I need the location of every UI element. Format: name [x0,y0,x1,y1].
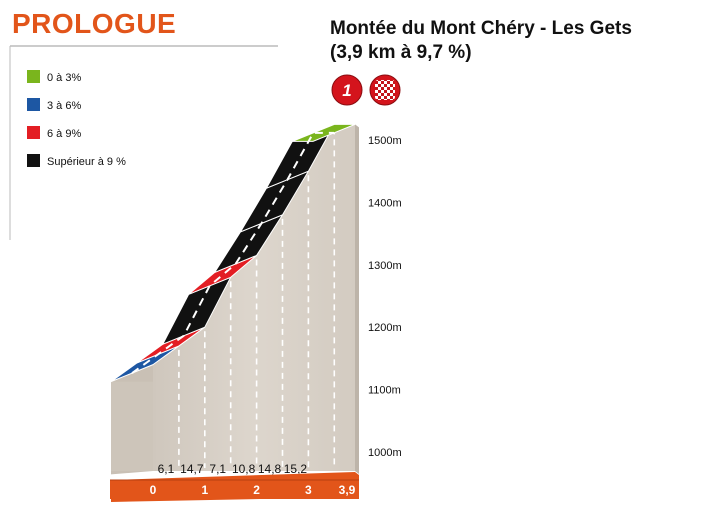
grade-label: 7,1 [209,462,226,476]
grade-label: 6,1 [158,462,175,476]
terrain-side [355,124,359,475]
legend-swatch [27,70,40,83]
legend-label: 3 à 6% [47,100,81,112]
legend-item: 6 à 9% [27,126,81,140]
y-tick-label: 1300m [368,260,402,272]
legend-label: 0 à 3% [47,72,81,84]
legend-item: Supérieur à 9 % [27,154,126,168]
legend-swatch [27,126,40,139]
y-tick-label: 1500m [368,135,402,147]
category-badge: 1 [331,74,363,106]
y-tick-label: 1100m [368,385,401,397]
legend-label: Supérieur à 9 % [47,156,126,168]
road-centerline [131,131,334,374]
climb-subtitle: (3,9 km à 9,7 %) [330,42,472,63]
legend-swatch [27,98,40,111]
stage-label: PROLOGUE [12,8,176,39]
grade-label: 10,8 [232,462,256,476]
grade-label: 15,2 [284,462,308,476]
km-tick-label: 3,9 [339,483,356,497]
legend: 0 à 3% 3 à 6% 6 à 9% Supérieur à 9 % [27,70,126,168]
legend-item: 3 à 6% [27,98,81,112]
distance-bar-face [110,480,359,499]
grade-label: 14,7 [180,462,204,476]
terrain-fill [153,124,355,472]
y-tick-label: 1000m [368,447,402,459]
legend-swatch [27,154,40,167]
km-tick-label: 1 [201,483,208,497]
grade-segment [292,123,356,142]
elevation-profile: 1000m 1100m 1200m 1300m 1400m 1500m 6,1 14,7 7,1… [110,123,402,502]
km-tick-label: 3 [305,483,312,497]
y-tick-label: 1200m [368,322,402,334]
grade-label: 14,8 [258,462,282,476]
legend-label: 6 à 9% [47,128,81,140]
climb-title: Montée du Mont Chéry - Les Gets [330,18,632,39]
terrain-front-wall [111,381,153,471]
checkered-flag-icon [369,74,401,106]
km-tick-label: 2 [253,483,260,497]
category-badge-number: 1 [342,81,351,100]
y-tick-label: 1400m [368,197,402,209]
legend-item: 0 à 3% [27,70,81,84]
km-tick-label: 0 [150,483,157,497]
